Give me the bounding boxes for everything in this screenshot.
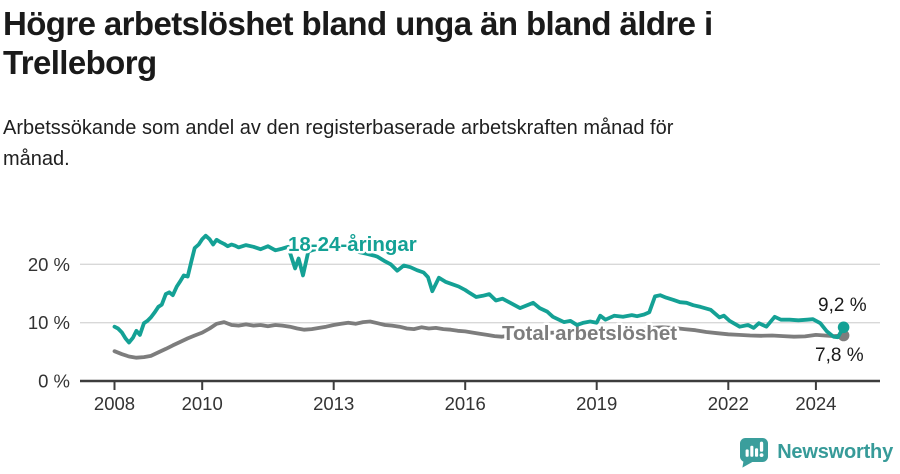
x-tick-label: 2024 bbox=[795, 393, 836, 414]
x-tick-label: 2019 bbox=[576, 393, 617, 414]
newsworthy-logo-icon bbox=[740, 438, 769, 468]
y-tick-label: 0 % bbox=[38, 371, 70, 392]
chart-subtitle-line-1: Arbetssökande som andel av den registerb… bbox=[3, 117, 674, 139]
series-line-total bbox=[112, 319, 846, 360]
chart-title-line-1: Högre arbetslöshet bland unga än bland ä… bbox=[3, 5, 713, 42]
x-tick-label: 2022 bbox=[708, 393, 749, 414]
chart-title-line-2: Trelleborg bbox=[3, 43, 157, 81]
x-tick-label: 2013 bbox=[313, 393, 354, 414]
series-label-young: 18-24-åringar bbox=[288, 233, 417, 256]
x-tick-label: 2016 bbox=[445, 393, 486, 414]
x-tick-label: 2010 bbox=[182, 393, 223, 414]
chart-subtitle-line-2: månad. bbox=[3, 148, 70, 170]
chart-header: Högre arbetslöshet bland unga än bland ä… bbox=[3, 5, 893, 82]
series-line-young bbox=[112, 233, 846, 345]
y-tick-label: 10 % bbox=[28, 312, 70, 333]
chart-subtitle: Arbetssökande som andel av den registerb… bbox=[3, 113, 863, 175]
end-dot-young bbox=[837, 321, 850, 334]
chart-title: Högre arbetslöshet bland unga än bland ä… bbox=[3, 5, 893, 82]
end-value-label-young: 9,2 % bbox=[818, 295, 867, 316]
x-tick-label: 2008 bbox=[94, 393, 135, 414]
y-tick-label: 20 % bbox=[28, 254, 70, 275]
newsworthy-brand-text: Newsworthy bbox=[777, 441, 893, 463]
newsworthy-logo-link[interactable]: Newsworthy bbox=[739, 437, 893, 468]
end-value-label-total: 7,8 % bbox=[815, 345, 864, 366]
series-label-total: Total arbetslöshet bbox=[502, 322, 677, 345]
